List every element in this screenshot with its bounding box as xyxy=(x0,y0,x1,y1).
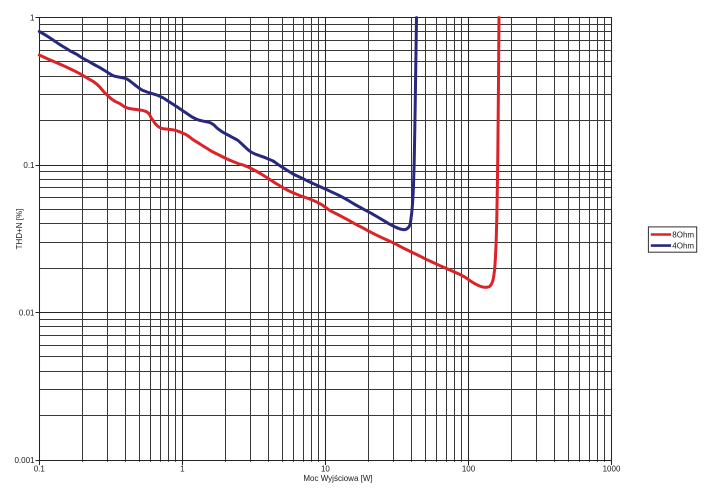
svg-text:10: 10 xyxy=(321,465,330,474)
svg-text:0.01: 0.01 xyxy=(19,308,35,317)
svg-text:4Ohm: 4Ohm xyxy=(672,242,694,251)
svg-text:0.001: 0.001 xyxy=(14,456,35,465)
svg-text:1: 1 xyxy=(180,465,185,474)
svg-text:0.1: 0.1 xyxy=(34,465,46,474)
svg-text:THD+N [%]: THD+N [%] xyxy=(15,209,24,250)
svg-text:1: 1 xyxy=(30,14,35,23)
svg-text:0.1: 0.1 xyxy=(23,161,35,170)
svg-text:Moc Wyjściowa [W]: Moc Wyjściowa [W] xyxy=(303,474,372,483)
svg-text:1000: 1000 xyxy=(603,465,621,474)
svg-text:100: 100 xyxy=(462,465,476,474)
svg-text:8Ohm: 8Ohm xyxy=(672,230,694,239)
